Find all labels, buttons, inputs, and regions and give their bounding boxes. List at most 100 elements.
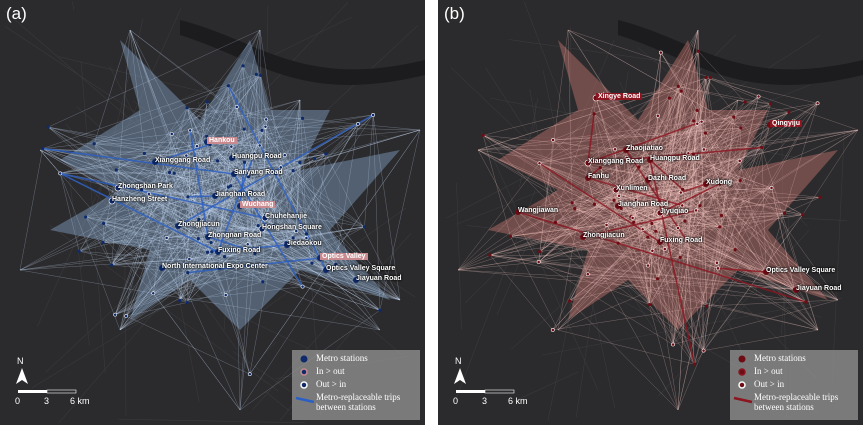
station-dot bbox=[284, 242, 290, 248]
trip-line bbox=[169, 107, 188, 173]
trip-line bbox=[717, 96, 759, 269]
legend-label: Out > in bbox=[754, 379, 785, 389]
trip-line bbox=[517, 211, 718, 263]
road bbox=[80, 223, 204, 237]
station-dot bbox=[205, 234, 211, 240]
trip-line bbox=[116, 153, 145, 171]
trip-line bbox=[60, 123, 359, 174]
trip-line bbox=[119, 187, 229, 331]
trip-line bbox=[154, 161, 190, 260]
trip-line bbox=[677, 227, 681, 258]
trip-line bbox=[19, 237, 307, 271]
trip-line bbox=[477, 149, 573, 203]
metro-trip bbox=[217, 153, 256, 253]
station-label: Fuxing Road bbox=[660, 237, 703, 244]
trip-line bbox=[59, 173, 80, 252]
trip-line bbox=[115, 256, 225, 315]
station-dot bbox=[658, 50, 663, 55]
trip-line bbox=[103, 107, 188, 224]
road bbox=[490, 97, 813, 162]
trip-line bbox=[153, 293, 241, 411]
station-dot bbox=[657, 239, 663, 245]
trip-line bbox=[186, 107, 198, 147]
trip-line bbox=[148, 193, 327, 271]
trip-line bbox=[228, 129, 245, 188]
trip-line bbox=[154, 145, 260, 163]
trip-line bbox=[677, 110, 698, 411]
trip-line bbox=[166, 225, 259, 239]
trip-line bbox=[259, 29, 264, 196]
trip-line bbox=[79, 99, 301, 252]
trip-line bbox=[660, 52, 807, 303]
trip-line bbox=[111, 253, 255, 266]
trip-line bbox=[695, 117, 734, 211]
road bbox=[73, 171, 213, 312]
trip-line bbox=[179, 154, 285, 301]
station-dot bbox=[187, 257, 192, 261]
legend-symbol bbox=[738, 368, 746, 376]
station-label: Optics Valley bbox=[320, 253, 368, 260]
trip-line bbox=[115, 230, 297, 315]
trip-line bbox=[555, 200, 615, 223]
trip-line bbox=[111, 225, 179, 266]
trip-line bbox=[615, 189, 619, 244]
station-dot bbox=[253, 252, 257, 256]
station-label: Xianggang Road bbox=[588, 158, 644, 165]
trip-line bbox=[153, 173, 175, 294]
station-dot bbox=[763, 269, 769, 275]
road bbox=[118, 418, 305, 424]
trip-line bbox=[659, 127, 741, 243]
trip-line bbox=[696, 51, 699, 111]
station-dot bbox=[696, 49, 700, 53]
legend-label: Metro-replaceable trips between stations bbox=[316, 392, 401, 412]
trip-line bbox=[538, 210, 697, 263]
trip-line bbox=[669, 97, 785, 214]
station-dot bbox=[637, 165, 641, 169]
station-dot bbox=[222, 254, 227, 259]
trip-line bbox=[233, 173, 336, 265]
trip-line bbox=[647, 179, 661, 243]
trip-line bbox=[161, 153, 255, 269]
trip-line bbox=[672, 299, 839, 345]
trip-line bbox=[228, 186, 252, 192]
trip-line bbox=[538, 139, 554, 263]
station-dot bbox=[231, 171, 237, 177]
trip-line bbox=[141, 189, 199, 239]
trip-line bbox=[517, 129, 859, 213]
trip-line bbox=[618, 96, 759, 244]
station-dot bbox=[737, 158, 742, 163]
trip-line bbox=[680, 213, 785, 258]
trip-line bbox=[477, 86, 679, 151]
station-dot bbox=[102, 221, 106, 225]
trip-line bbox=[765, 103, 818, 273]
trip-line bbox=[141, 189, 226, 296]
station-dot bbox=[257, 143, 262, 148]
trip-line bbox=[477, 149, 539, 263]
trip-line bbox=[719, 124, 771, 227]
trip-line bbox=[228, 85, 263, 131]
road bbox=[450, 67, 596, 205]
road bbox=[265, 341, 277, 354]
trip-line bbox=[649, 159, 741, 181]
station-dot bbox=[271, 223, 276, 228]
station-dot bbox=[245, 233, 250, 238]
trip-line bbox=[186, 107, 263, 282]
trip-line bbox=[207, 126, 266, 253]
trip-line bbox=[659, 157, 686, 214]
trip-line bbox=[242, 65, 357, 281]
station-dot bbox=[656, 209, 664, 217]
trip-line bbox=[103, 223, 226, 296]
station-dot bbox=[101, 240, 105, 245]
station-label: Qingyiju bbox=[770, 120, 802, 127]
trip-line bbox=[248, 176, 264, 196]
metro-trip bbox=[587, 113, 595, 164]
trip-line bbox=[189, 223, 287, 243]
trip-line bbox=[483, 135, 819, 331]
trip-line bbox=[615, 180, 731, 191]
trip-line bbox=[680, 249, 736, 258]
trip-line bbox=[60, 173, 263, 230]
trip-line bbox=[111, 185, 231, 266]
station-dot bbox=[708, 75, 713, 80]
metro-trip bbox=[211, 244, 288, 253]
